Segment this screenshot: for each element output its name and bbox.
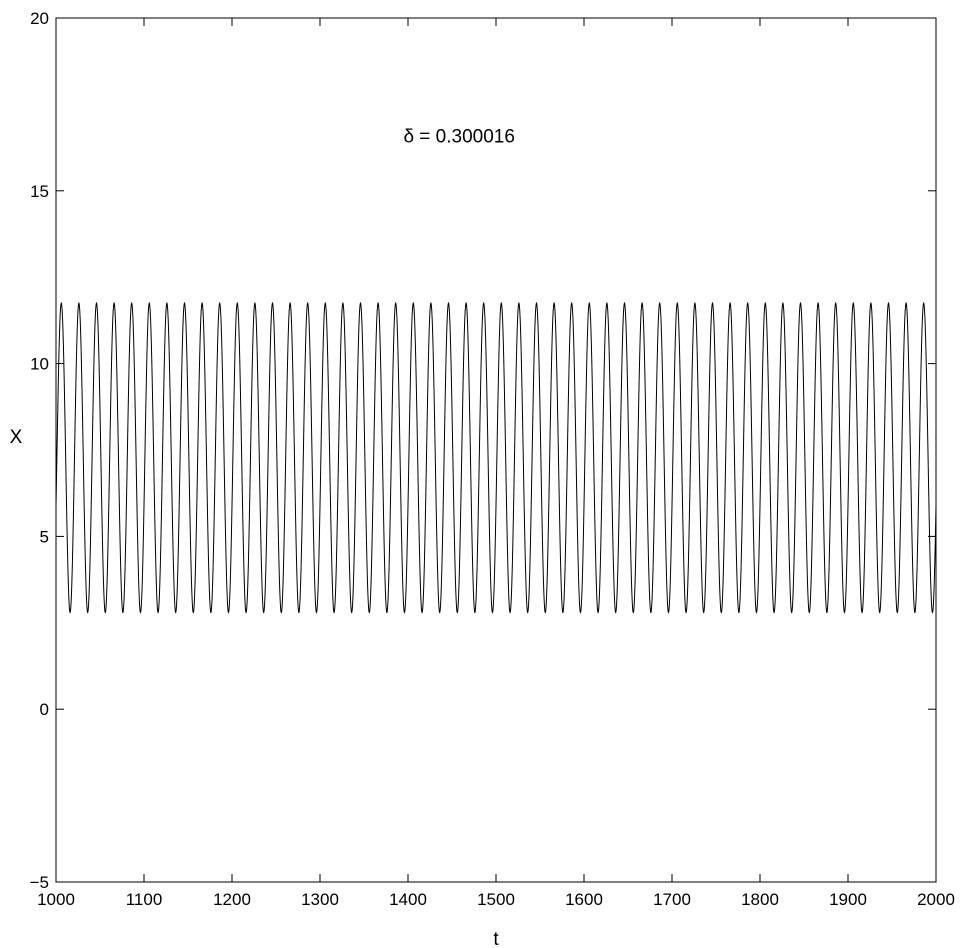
x-tick-label: 1700: [653, 890, 691, 909]
x-tick-label: 1600: [565, 890, 603, 909]
delta-annotation: δ = 0.300016: [403, 127, 514, 148]
y-tick-label: 15: [30, 182, 49, 201]
y-tick-label: 5: [40, 527, 49, 546]
plot-area: [56, 18, 936, 882]
y-axis-label: X: [10, 427, 23, 448]
x-tick-label: 1100: [126, 890, 163, 909]
x-tick-label: 1900: [829, 890, 867, 909]
x-tick-label: 1800: [741, 890, 779, 909]
tick-labels: 1000 1100 1200 1300 1400 1500 1600 1700 1800 1900…: [30, 9, 955, 909]
x-tick-label: 1000: [37, 890, 75, 909]
x-axis-label: t: [493, 929, 499, 948]
x-tick-label: 1400: [389, 890, 427, 909]
y-tick-label: 20: [30, 9, 49, 28]
y-tick-label: −5: [30, 873, 49, 892]
ticks: [55, 17, 937, 883]
y-tick-label: 10: [30, 355, 49, 374]
y-tick-label: 0: [40, 700, 49, 719]
x-tick-label: 1500: [477, 890, 515, 909]
x-tick-label: 2000: [917, 890, 955, 909]
x-tick-label: 1200: [213, 890, 251, 909]
series-line: [55, 301, 937, 614]
x-tick-label: 1300: [301, 890, 339, 909]
